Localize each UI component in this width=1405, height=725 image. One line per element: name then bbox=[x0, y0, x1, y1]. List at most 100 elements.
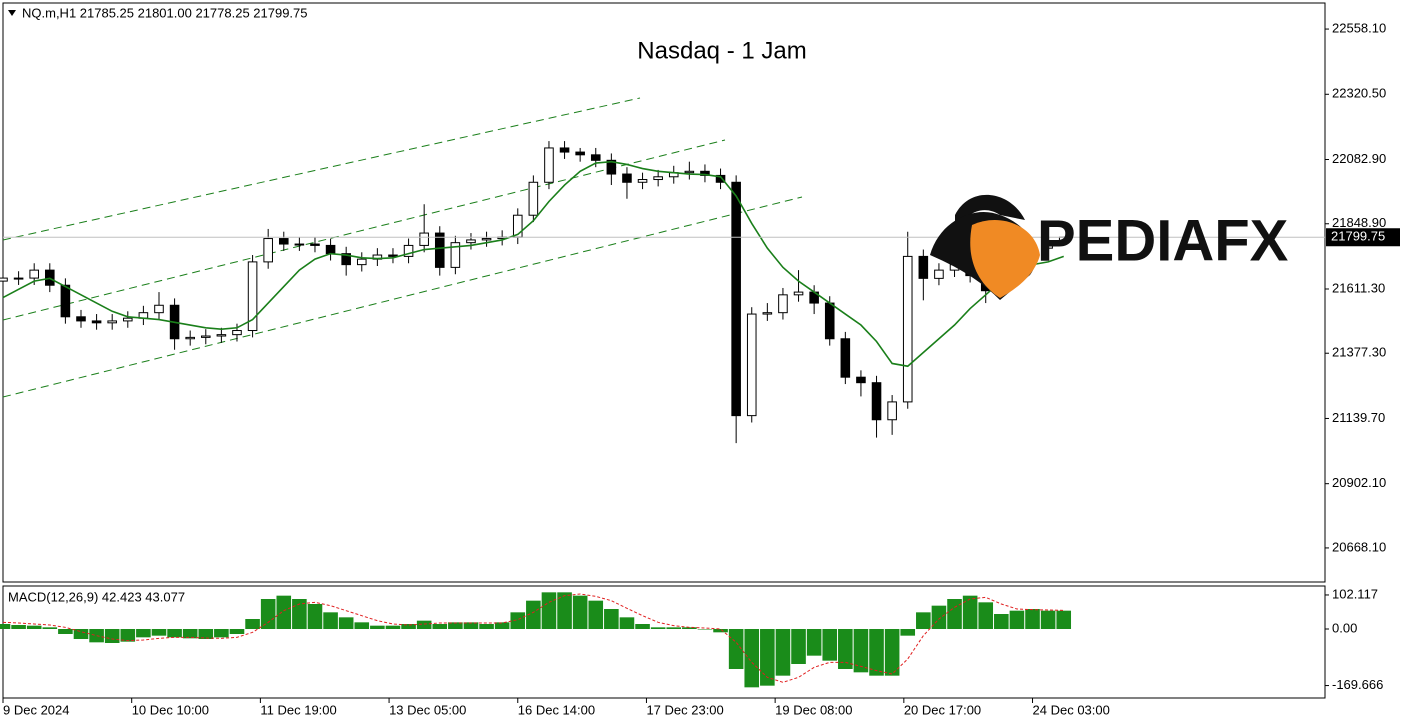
macd-bar bbox=[73, 629, 89, 639]
logo-orange bbox=[970, 219, 1040, 298]
candle-body bbox=[154, 304, 164, 314]
macd-bar bbox=[557, 592, 572, 629]
candle-body bbox=[887, 401, 897, 421]
macd-bar bbox=[806, 629, 822, 656]
macd-bar bbox=[994, 614, 1009, 629]
macd-bar bbox=[822, 629, 838, 661]
price-panel bbox=[2, 2, 1326, 583]
macd-bar bbox=[916, 612, 931, 629]
macd-bar bbox=[89, 629, 104, 643]
candle-body bbox=[0, 277, 8, 282]
candle-body bbox=[481, 238, 492, 241]
candle-body bbox=[13, 277, 24, 280]
candle-body bbox=[450, 242, 461, 268]
macd-bar bbox=[1040, 610, 1056, 629]
macd-bar bbox=[432, 624, 448, 629]
candle-body bbox=[606, 159, 617, 175]
candle-body bbox=[403, 244, 414, 257]
macd-bar bbox=[510, 612, 526, 629]
candle-body bbox=[278, 238, 289, 245]
y-tick-label: 20902.10 bbox=[1332, 475, 1386, 490]
candle-body bbox=[731, 181, 741, 417]
candle-body bbox=[200, 335, 211, 338]
x-tick-label: 24 Dec 03:00 bbox=[1033, 702, 1110, 717]
macd-bar bbox=[260, 599, 276, 629]
last-price-box bbox=[1326, 228, 1400, 247]
macd-bar bbox=[869, 629, 884, 676]
macd-bar bbox=[354, 622, 370, 629]
macd-bar bbox=[416, 620, 432, 629]
candle-body bbox=[590, 154, 601, 161]
macd-bar bbox=[276, 595, 292, 629]
macd-bar bbox=[760, 629, 775, 686]
x-tick-label: 17 Dec 23:00 bbox=[646, 702, 723, 717]
regression-channel bbox=[2, 97, 803, 398]
macd-bar bbox=[42, 627, 58, 629]
macd-bar bbox=[775, 629, 791, 676]
channel-lower bbox=[2, 196, 803, 398]
candle-body bbox=[310, 243, 320, 246]
x-tick-label: 16 Dec 14:00 bbox=[518, 702, 595, 717]
macd-bar bbox=[104, 629, 120, 643]
candle-body bbox=[700, 170, 710, 176]
candle-body bbox=[216, 334, 227, 337]
macd-bar bbox=[448, 622, 463, 629]
macd-bar bbox=[588, 600, 604, 629]
y-tick-label: 0.00 bbox=[1332, 620, 1357, 635]
candle-body bbox=[824, 302, 835, 340]
macd-bar bbox=[401, 624, 416, 629]
macd-bar bbox=[666, 627, 682, 629]
candle-body bbox=[107, 320, 117, 324]
x-tick-label: 11 Dec 19:00 bbox=[260, 702, 336, 717]
candle-body bbox=[762, 312, 773, 315]
candle-body bbox=[232, 330, 242, 336]
candle-body bbox=[871, 382, 882, 421]
macd-bar bbox=[120, 629, 136, 642]
candle-body bbox=[294, 243, 305, 246]
macd-bar bbox=[619, 617, 635, 629]
macd-bar bbox=[307, 604, 323, 629]
macd-bar bbox=[682, 627, 697, 629]
candle-body bbox=[637, 179, 648, 183]
macd-bar bbox=[11, 625, 26, 629]
watermark-logo: PEDIAFX bbox=[930, 194, 1289, 300]
candle-body bbox=[466, 239, 476, 244]
candle-body bbox=[325, 244, 336, 255]
macd-bar bbox=[713, 629, 728, 633]
y-tick-label: 21611.30 bbox=[1332, 280, 1385, 295]
macd-bar bbox=[198, 629, 214, 639]
candle-body bbox=[918, 255, 929, 279]
channel-upper bbox=[2, 97, 641, 241]
candle-body bbox=[778, 294, 788, 314]
macd-bar bbox=[1009, 610, 1025, 629]
macd-bar bbox=[338, 617, 354, 629]
candle-body bbox=[856, 376, 866, 384]
x-tick-label: 20 Dec 17:00 bbox=[904, 702, 981, 717]
candle-body bbox=[559, 147, 570, 153]
candle-body bbox=[434, 232, 445, 268]
candle-body bbox=[419, 232, 429, 246]
macd-bar bbox=[853, 629, 869, 673]
candle-body bbox=[544, 147, 554, 183]
candle-body bbox=[684, 170, 695, 174]
candle-body bbox=[653, 176, 663, 181]
candle-body bbox=[934, 269, 944, 279]
macd-bar bbox=[292, 599, 307, 629]
plot: 22558.10 22320.50 22082.90 21848.90 21611.30… bbox=[0, 20, 1400, 717]
candle-body bbox=[247, 261, 258, 332]
candle-body bbox=[60, 284, 71, 318]
macd-bar bbox=[791, 629, 806, 664]
macd-bar bbox=[962, 595, 978, 629]
x-tick-label: 19 Dec 08:00 bbox=[775, 702, 852, 717]
macd-bar bbox=[744, 629, 760, 688]
candle-body bbox=[123, 317, 133, 322]
y-tick-label: 21139.70 bbox=[1332, 410, 1385, 425]
menu-arrow bbox=[8, 10, 16, 16]
macd-bar bbox=[572, 595, 588, 629]
chart-title: Nasdaq - 1 Jam bbox=[637, 37, 806, 64]
candle-body bbox=[575, 151, 585, 156]
macd-bar bbox=[136, 629, 151, 638]
symbol-header: NQ.m,H1 21785.25 21801.00 21778.25 21799… bbox=[22, 5, 308, 20]
